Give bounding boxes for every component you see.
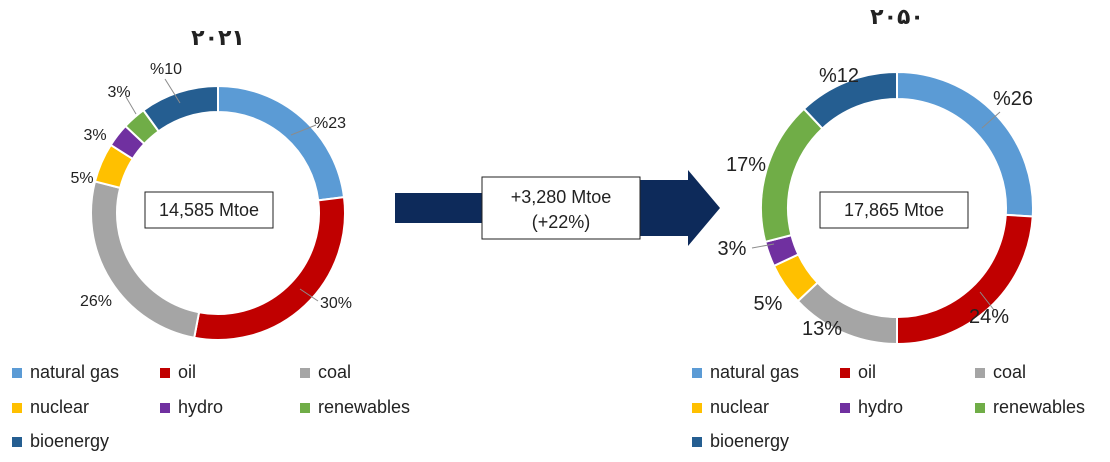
data-label-nuclear: 5% (754, 293, 783, 315)
slice-bioenergy (802, 70, 898, 130)
data-label-hydro: 3% (718, 238, 747, 260)
data-label-natural-gas: %26 (993, 88, 1033, 110)
leader-line-oil (979, 291, 995, 311)
data-label-natural-gas: %23 (314, 115, 346, 132)
donut-2050: %26 24% 13% 5% 3% 17% %12 (718, 65, 1034, 346)
data-label-hydro: 3% (83, 127, 106, 144)
leader-line-natural-gas (290, 124, 317, 136)
growth-line-1: +3,280 Mtoe (511, 187, 612, 207)
growth-arrow (395, 193, 482, 223)
leader-line-natural-gas (981, 111, 1001, 129)
leader-line-oil (299, 288, 319, 302)
slice-bioenergy (141, 84, 219, 133)
data-label-coal: 13% (802, 318, 842, 340)
data-label-renewables: 17% (726, 154, 766, 176)
data-label-coal: 26% (80, 293, 112, 310)
leader-line-renewables (125, 96, 137, 115)
growth-line-2: (+22%) (532, 212, 591, 232)
growth-arrow-head (640, 170, 720, 246)
data-label-renewables: 3% (107, 84, 130, 101)
title-2021: ۲۰۲۱ (191, 26, 245, 51)
data-label-bioenergy: %12 (819, 65, 859, 87)
data-label-oil: 24% (969, 306, 1009, 328)
growth-box (481, 176, 641, 240)
data-label-oil: 30% (320, 295, 352, 312)
center-box-2021 (144, 191, 274, 229)
data-label-nuclear: 5% (70, 170, 93, 187)
center-label-2021: 14,585 Mtoe (159, 200, 259, 220)
slice-renewables (760, 107, 824, 244)
center-box-2050 (819, 191, 969, 229)
data-label-bioenergy: %10 (150, 61, 182, 78)
title-2050: ۲۰۵۰ (870, 5, 924, 30)
slice-oil (896, 213, 1034, 346)
center-label-2050: 17,865 Mtoe (844, 200, 944, 220)
donut-2021: %23 30% 26% 5% 3% 3% %10 (70, 61, 352, 341)
slice-natural-gas (217, 84, 346, 202)
leader-line-bioenergy (164, 78, 181, 104)
leader-line-hydro (751, 243, 775, 249)
